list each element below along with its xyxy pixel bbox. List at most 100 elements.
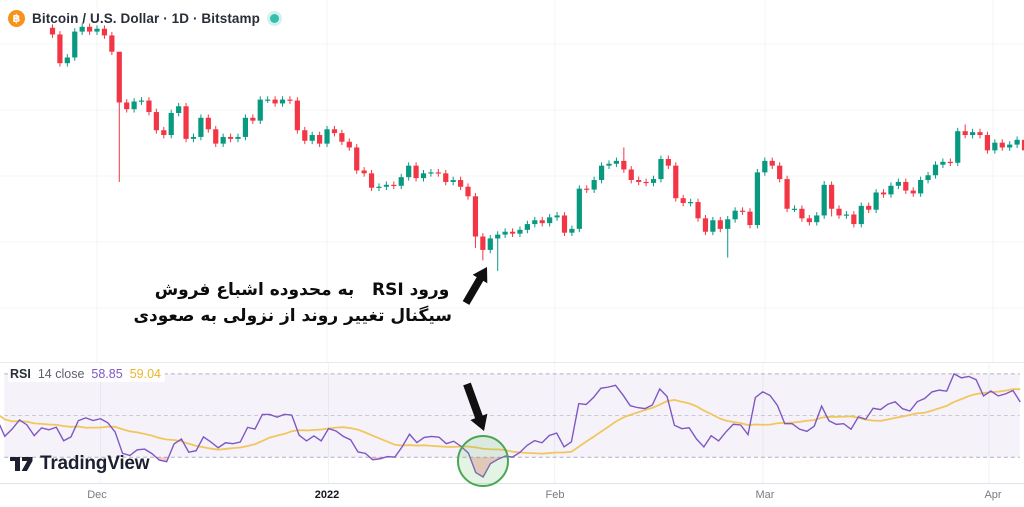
candle [569, 228, 575, 233]
candle [977, 132, 983, 136]
candle [866, 205, 872, 210]
candle [688, 202, 694, 204]
candle [213, 129, 219, 144]
candle [984, 135, 991, 151]
candle [57, 34, 63, 64]
candle [584, 188, 590, 190]
candle [279, 99, 286, 104]
candle [836, 208, 842, 216]
candle [888, 185, 894, 195]
candle [227, 136, 234, 139]
candle [317, 135, 323, 144]
symbol-header[interactable]: ฿ Bitcoin / U.S. Dollar · 1D · Bitstamp [8, 8, 279, 28]
candle [955, 131, 961, 163]
candle [777, 165, 783, 180]
candle [628, 169, 634, 181]
candle [413, 165, 419, 179]
candle [443, 173, 449, 182]
candle [161, 130, 167, 136]
candle [146, 100, 152, 113]
rsi-ma-value: 59.04 [129, 367, 161, 381]
candle [962, 131, 968, 136]
candle [762, 160, 768, 173]
candle [450, 180, 456, 182]
candle [532, 220, 538, 225]
candle [435, 172, 441, 174]
candle [680, 198, 686, 204]
candle [710, 220, 716, 232]
candle [138, 100, 145, 102]
candle [940, 161, 946, 165]
candle [613, 160, 620, 164]
candle [361, 170, 367, 174]
candle [932, 164, 939, 176]
candle [124, 102, 130, 110]
candle [658, 158, 664, 180]
candle [94, 28, 100, 32]
candle [509, 231, 516, 234]
candle [79, 26, 85, 32]
tradingview-logo[interactable]: TradingView [10, 453, 150, 475]
candle [420, 173, 427, 179]
rsi-label: RSI [10, 367, 31, 381]
axis-label-dec: Dec [87, 489, 107, 501]
axis-label-2022: 2022 [314, 489, 340, 501]
candle [339, 133, 345, 142]
candle [294, 100, 300, 131]
candle [554, 215, 560, 218]
candle [205, 117, 211, 130]
candle [324, 129, 330, 144]
candle [791, 208, 798, 210]
candle [153, 112, 159, 131]
candle [621, 160, 627, 170]
candle [910, 190, 916, 194]
candle [1007, 144, 1013, 148]
candle [64, 57, 70, 64]
candle [650, 179, 657, 183]
symbol-title[interactable]: Bitcoin / U.S. Dollar · 1D · Bitstamp [32, 10, 260, 26]
candle [799, 208, 805, 219]
candle [665, 158, 671, 166]
candle [458, 180, 464, 187]
annotation-line-1: ورود RSI به محدوده اشباع فروش [154, 280, 450, 300]
candle [368, 173, 375, 188]
candle [302, 130, 308, 141]
candle [769, 160, 775, 166]
candle [547, 217, 553, 224]
bitcoin-icon: ฿ [8, 9, 25, 27]
candle [309, 135, 315, 141]
candle [502, 231, 508, 235]
candle [183, 106, 189, 139]
candle [235, 136, 241, 139]
candle [880, 192, 887, 195]
candle [754, 172, 760, 226]
candle [87, 26, 93, 32]
candle [131, 101, 137, 110]
candle [747, 211, 753, 226]
candle [472, 196, 479, 237]
price-chart-pane[interactable] [0, 0, 1024, 362]
time-axis[interactable]: Dec 2022 Feb Mar Apr [0, 483, 1024, 507]
candle [524, 224, 530, 230]
candle [598, 165, 605, 181]
rsi-legend[interactable]: RSI 14 close 58.85 59.04 [8, 366, 165, 382]
candle [695, 202, 701, 219]
candle [947, 161, 953, 164]
axis-label-feb: Feb [545, 489, 565, 501]
annotation-text: ورود RSI به محدوده اشباع فروش سیگنال تغی… [133, 277, 452, 329]
candle [109, 35, 115, 52]
candle [331, 129, 338, 134]
candle [918, 180, 924, 194]
axis-label-mar: Mar [755, 489, 775, 501]
candle [739, 210, 746, 212]
candle [636, 180, 642, 182]
candle [1021, 139, 1024, 151]
candle [487, 238, 493, 250]
candle [895, 181, 901, 186]
candle [176, 106, 182, 113]
candle [72, 31, 78, 58]
candle [495, 234, 501, 239]
candle [242, 117, 249, 137]
candle [406, 165, 412, 178]
